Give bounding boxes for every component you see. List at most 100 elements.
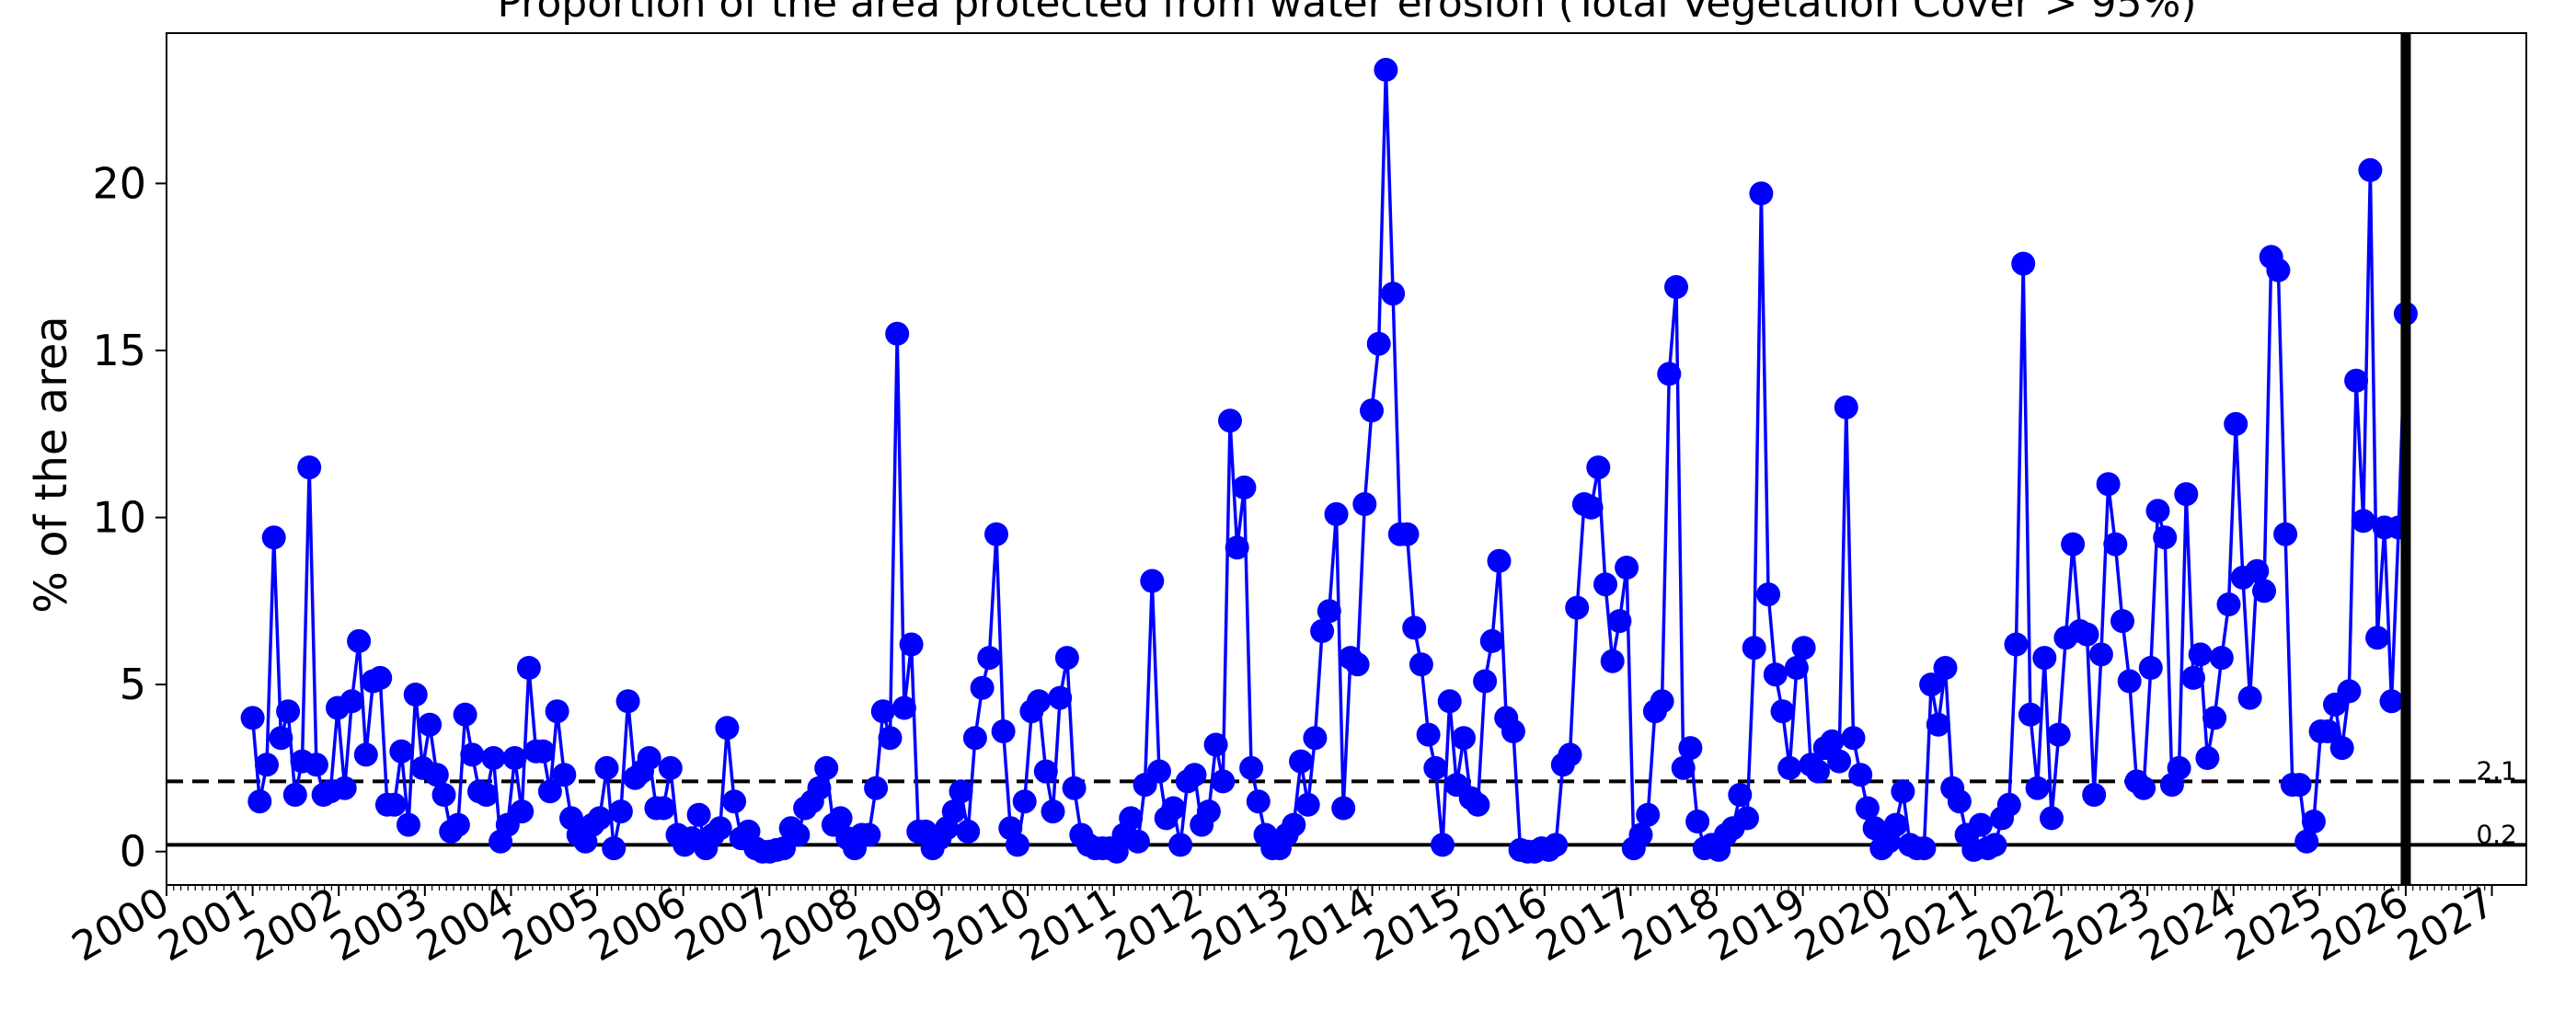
data-point xyxy=(2316,719,2340,743)
data-point xyxy=(424,763,449,787)
data-point xyxy=(332,776,357,800)
reference-line-label-1: 2.1 xyxy=(2476,755,2517,786)
data-point xyxy=(247,789,272,814)
data-point xyxy=(240,706,265,730)
data-point xyxy=(1827,749,1852,774)
data-point xyxy=(2287,773,2312,798)
data-point xyxy=(2195,746,2220,770)
data-point xyxy=(2209,646,2234,671)
data-point xyxy=(1452,726,1476,751)
data-point xyxy=(1161,796,1186,821)
data-point xyxy=(1933,656,1958,680)
data-point xyxy=(1544,833,1569,857)
data-point xyxy=(1756,582,1781,607)
data-point xyxy=(1770,699,1795,724)
data-point xyxy=(1763,662,1788,687)
data-point xyxy=(1033,759,1058,784)
data-point xyxy=(1593,572,1617,597)
data-point xyxy=(2132,776,2156,800)
y-axis-label: % of the area xyxy=(26,316,77,613)
data-point xyxy=(1487,548,1512,573)
data-point xyxy=(1671,755,1696,780)
data-point xyxy=(1416,722,1441,747)
data-point xyxy=(2061,532,2086,557)
data-point xyxy=(1303,726,1328,751)
data-point xyxy=(1402,615,1427,640)
data-point xyxy=(857,822,881,847)
data-point xyxy=(608,799,633,824)
data-point xyxy=(502,746,527,770)
data-point xyxy=(1374,57,1398,82)
data-point xyxy=(1820,729,1845,753)
y-tick-label: 10 xyxy=(92,493,146,543)
data-point xyxy=(2224,411,2248,436)
data-point xyxy=(1352,492,1377,516)
data-point xyxy=(1834,395,1858,419)
data-point xyxy=(1232,475,1257,500)
data-point xyxy=(977,646,1002,671)
data-point xyxy=(2004,632,2029,657)
data-point xyxy=(1969,812,1993,837)
data-point xyxy=(1791,636,1816,661)
data-point xyxy=(1345,652,1370,677)
data-point xyxy=(2351,509,2375,534)
data-point xyxy=(1586,455,1611,480)
data-point xyxy=(1806,759,1830,784)
data-point xyxy=(1062,776,1087,800)
data-point xyxy=(2202,706,2227,730)
data-point xyxy=(1883,812,1908,837)
data-point xyxy=(1841,726,1866,751)
data-point xyxy=(1947,789,1972,814)
data-point xyxy=(615,689,640,714)
data-point xyxy=(1211,769,1236,794)
data-point xyxy=(984,522,1008,546)
chart-title: Proportion of the area protected from wa… xyxy=(497,0,2196,27)
data-point xyxy=(304,753,328,777)
data-point xyxy=(552,763,577,787)
data-point xyxy=(1225,535,1249,560)
data-point xyxy=(1218,408,1242,433)
data-point xyxy=(1041,799,1065,824)
data-point xyxy=(339,689,364,714)
data-point xyxy=(1600,649,1625,673)
data-point xyxy=(2011,251,2036,276)
data-point xyxy=(2358,157,2383,182)
data-point xyxy=(1891,779,1915,804)
data-point xyxy=(510,799,535,824)
data-point xyxy=(418,712,443,737)
data-point xyxy=(2088,642,2113,667)
data-point xyxy=(2075,622,2099,647)
data-point xyxy=(807,776,832,800)
data-point xyxy=(1360,398,1384,423)
data-point xyxy=(1650,689,1674,714)
data-point xyxy=(460,742,485,767)
data-point xyxy=(1784,656,1809,680)
data-point xyxy=(2040,806,2064,831)
data-point xyxy=(1607,609,1632,634)
data-point xyxy=(1848,763,1873,787)
y-tick-label: 5 xyxy=(120,660,146,709)
data-point xyxy=(2167,755,2191,780)
data-point xyxy=(1565,595,1590,620)
data-point xyxy=(707,816,732,841)
data-point xyxy=(587,806,612,831)
data-point xyxy=(1331,796,1356,821)
data-point xyxy=(2082,783,2107,807)
data-point xyxy=(1615,556,1639,580)
data-point xyxy=(403,683,428,707)
data-point xyxy=(1054,646,1079,671)
data-point xyxy=(1366,331,1391,356)
data-point xyxy=(1742,636,1766,661)
data-point xyxy=(1310,619,1335,643)
data-point xyxy=(814,755,839,780)
data-point xyxy=(1735,806,1759,831)
data-point xyxy=(864,776,889,800)
data-point xyxy=(962,726,987,751)
data-point xyxy=(368,665,393,690)
data-point xyxy=(2379,689,2404,714)
data-point xyxy=(594,755,619,780)
data-point xyxy=(941,799,966,824)
data-point xyxy=(1381,281,1406,306)
data-point xyxy=(1182,763,1207,787)
data-point xyxy=(2046,722,2071,747)
